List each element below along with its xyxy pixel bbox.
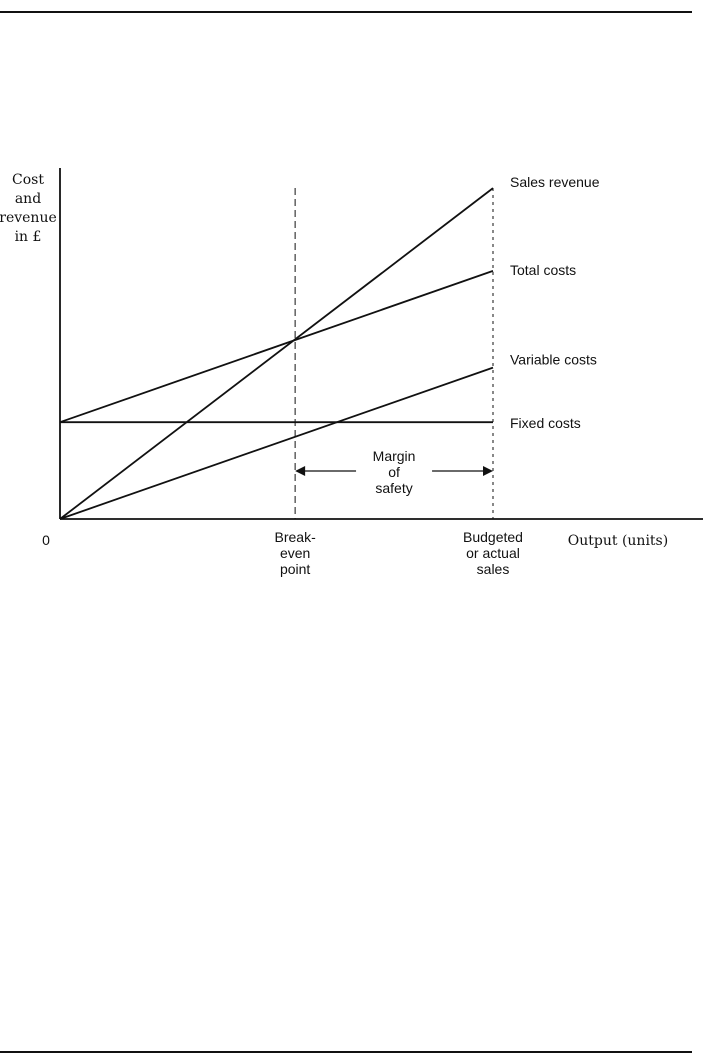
top-rule [0, 11, 692, 13]
sales-revenue-line [59, 187, 494, 520]
variable-costs-line [59, 366, 494, 520]
y-axis-label-line-3: revenue [0, 210, 57, 226]
break-even-label-line-2: even [280, 545, 310, 561]
margin-of-safety-arrowhead-right [483, 466, 493, 476]
x-axis-label: Output (units) [568, 533, 668, 549]
break-even-label-line-1: Break- [275, 529, 317, 545]
margin-of-safety-arrowhead-left [295, 466, 306, 476]
origin-label: 0 [42, 532, 50, 548]
y-axis-label-line-4: in £ [15, 229, 42, 245]
total-costs-line [59, 269, 494, 424]
margin-of-safety-label-line-1: Margin [373, 448, 416, 464]
budgeted-sales-label-line-3: sales [477, 561, 510, 577]
budgeted-sales-label-line-2: or actual [466, 545, 520, 561]
margin-of-safety-label-line-2: of [388, 464, 400, 480]
margin-of-safety-label-line-3: safety [375, 480, 412, 496]
fixed-costs-label: Fixed costs [510, 415, 581, 431]
bottom-rule [0, 1051, 692, 1053]
y-axis-label-line-1: Cost [12, 172, 44, 188]
budgeted-sales-label-line-1: Budgeted [463, 529, 523, 545]
variable-costs-label: Variable costs [510, 352, 597, 368]
break-even-label-line-3: point [280, 561, 310, 577]
y-axis-label-line-2: and [15, 191, 41, 207]
sales-revenue-label: Sales revenue [510, 174, 600, 190]
total-costs-label: Total costs [510, 262, 576, 278]
